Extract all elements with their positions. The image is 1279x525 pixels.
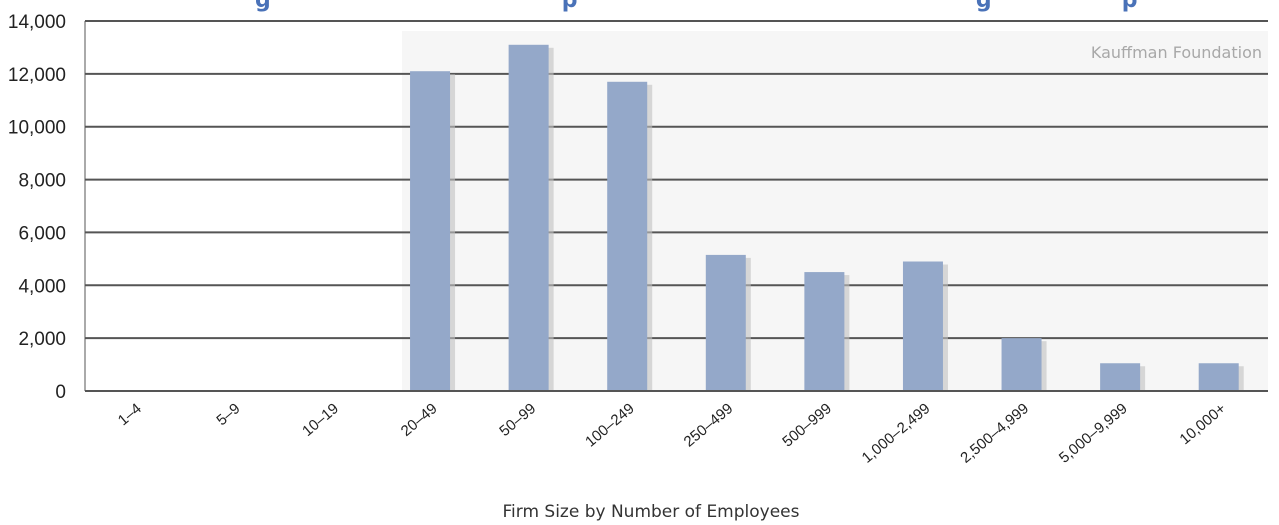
y-tick-label: 10,000 (8, 118, 66, 139)
x-tick-label: 2,500–4,999 (957, 400, 1032, 467)
bar (705, 254, 746, 391)
y-tick-label: 0 (55, 382, 66, 403)
x-tick-label: 100–249 (582, 400, 638, 451)
x-tick-label: 50–99 (496, 400, 539, 440)
x-tick-label: 10–19 (299, 400, 342, 440)
x-axis-title: Firm Size by Number of Employees (502, 502, 799, 522)
bar (410, 71, 451, 391)
x-tick-label: 5–9 (213, 400, 243, 429)
x-tick-label: 1,000–2,499 (859, 400, 934, 467)
bar (607, 81, 648, 392)
x-tick-label: 500–999 (779, 400, 835, 451)
bar (1001, 338, 1042, 391)
x-tick-label: 5,000–9,999 (1056, 400, 1131, 467)
y-tick-label: 8,000 (18, 171, 66, 192)
y-tick-label: 14,000 (8, 12, 66, 33)
bar (508, 44, 549, 392)
y-tick-label: 4,000 (18, 276, 66, 297)
y-tick-label: 12,000 (8, 65, 66, 86)
y-tick-label: 6,000 (18, 223, 66, 244)
y-tick-label: 2,000 (18, 329, 66, 350)
bar (902, 261, 943, 391)
x-tick-label: 10,000+ (1176, 400, 1229, 448)
x-tick-label: 20–49 (398, 400, 441, 440)
bar (804, 272, 845, 391)
x-tick-label: 1–4 (115, 400, 145, 429)
x-tick-label: 250–499 (681, 400, 737, 451)
bar (1198, 363, 1239, 391)
chart-title-fragment: g p g p (255, 0, 1138, 13)
bar (1100, 363, 1141, 391)
watermark-text: Kauffman Foundation (1091, 43, 1262, 62)
